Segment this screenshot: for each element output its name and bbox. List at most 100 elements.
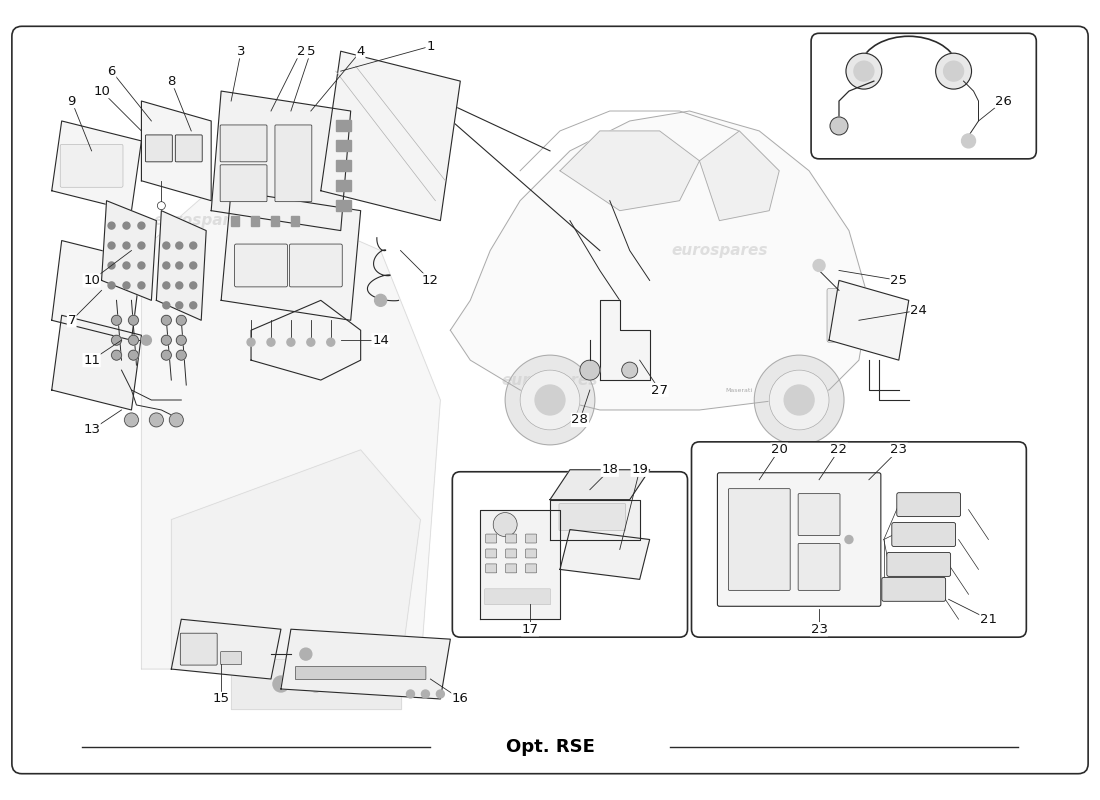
Circle shape [150, 413, 163, 427]
Circle shape [190, 282, 197, 289]
Circle shape [287, 338, 295, 346]
FancyBboxPatch shape [526, 564, 537, 573]
Circle shape [163, 282, 169, 289]
Polygon shape [211, 91, 351, 230]
Circle shape [108, 262, 115, 269]
Circle shape [162, 335, 172, 345]
Circle shape [300, 648, 311, 660]
Polygon shape [101, 201, 156, 300]
Text: 19: 19 [631, 463, 648, 476]
Circle shape [162, 315, 172, 326]
FancyBboxPatch shape [692, 442, 1026, 637]
Text: 2: 2 [297, 45, 305, 58]
Circle shape [123, 282, 130, 289]
Circle shape [138, 282, 145, 289]
Text: 11: 11 [84, 354, 100, 366]
Text: eurospares: eurospares [153, 213, 250, 228]
Text: 24: 24 [911, 304, 927, 317]
Text: eurospares: eurospares [502, 373, 598, 387]
FancyBboxPatch shape [485, 589, 550, 605]
Text: 15: 15 [212, 693, 230, 706]
Text: 5: 5 [307, 45, 315, 58]
Circle shape [854, 61, 873, 81]
FancyBboxPatch shape [728, 489, 790, 590]
Polygon shape [550, 470, 650, 500]
Polygon shape [52, 315, 142, 410]
Polygon shape [52, 241, 142, 340]
Bar [336, 200, 351, 210]
FancyBboxPatch shape [892, 522, 956, 546]
Polygon shape [156, 210, 206, 320]
Text: Maserati: Maserati [726, 387, 752, 393]
FancyBboxPatch shape [220, 125, 267, 162]
Circle shape [190, 262, 197, 269]
Polygon shape [829, 281, 909, 360]
FancyBboxPatch shape [717, 473, 881, 606]
Text: 13: 13 [84, 423, 100, 436]
Bar [271, 216, 279, 226]
Circle shape [327, 338, 334, 346]
Circle shape [163, 262, 169, 269]
Polygon shape [142, 101, 211, 201]
Circle shape [138, 262, 145, 269]
Bar [290, 216, 299, 226]
FancyBboxPatch shape [827, 288, 866, 342]
FancyBboxPatch shape [559, 504, 626, 530]
Bar [336, 180, 351, 190]
Circle shape [129, 335, 139, 345]
FancyBboxPatch shape [506, 549, 517, 558]
Circle shape [162, 350, 172, 360]
FancyBboxPatch shape [887, 553, 950, 576]
FancyBboxPatch shape [882, 578, 946, 602]
FancyBboxPatch shape [289, 244, 342, 287]
Text: 4: 4 [356, 45, 365, 58]
Circle shape [124, 413, 139, 427]
Circle shape [846, 54, 882, 89]
Circle shape [961, 134, 976, 148]
Circle shape [580, 360, 600, 380]
Circle shape [845, 535, 853, 543]
Polygon shape [280, 630, 450, 699]
Polygon shape [560, 131, 700, 210]
Polygon shape [231, 659, 400, 709]
FancyBboxPatch shape [221, 652, 242, 665]
FancyBboxPatch shape [220, 165, 267, 202]
Circle shape [535, 385, 565, 415]
FancyBboxPatch shape [452, 472, 688, 637]
Text: 10: 10 [84, 274, 100, 287]
FancyBboxPatch shape [526, 549, 537, 558]
Circle shape [755, 355, 844, 445]
Circle shape [273, 676, 289, 692]
Circle shape [769, 370, 829, 430]
Circle shape [129, 315, 139, 326]
Circle shape [176, 302, 183, 309]
FancyBboxPatch shape [799, 543, 840, 590]
Bar [251, 216, 258, 226]
Circle shape [108, 222, 115, 229]
Text: 3: 3 [236, 45, 245, 58]
FancyBboxPatch shape [486, 549, 497, 558]
Text: 20: 20 [771, 443, 788, 456]
Text: 23: 23 [811, 622, 827, 636]
Bar [231, 216, 239, 226]
Circle shape [944, 61, 964, 81]
FancyBboxPatch shape [275, 125, 311, 202]
Text: 1: 1 [426, 40, 434, 53]
Circle shape [138, 242, 145, 249]
Circle shape [936, 54, 971, 89]
Text: 23: 23 [890, 443, 908, 456]
Text: Opt. RSE: Opt. RSE [506, 738, 594, 756]
Text: 10: 10 [94, 85, 110, 98]
Polygon shape [221, 190, 361, 320]
Polygon shape [172, 619, 280, 679]
Text: 8: 8 [167, 74, 176, 88]
Polygon shape [550, 500, 640, 539]
Circle shape [493, 513, 517, 537]
Circle shape [505, 355, 595, 445]
Circle shape [129, 350, 139, 360]
Text: 16: 16 [452, 693, 469, 706]
Circle shape [123, 242, 130, 249]
Circle shape [163, 242, 169, 249]
FancyBboxPatch shape [486, 534, 497, 543]
Circle shape [108, 282, 115, 289]
